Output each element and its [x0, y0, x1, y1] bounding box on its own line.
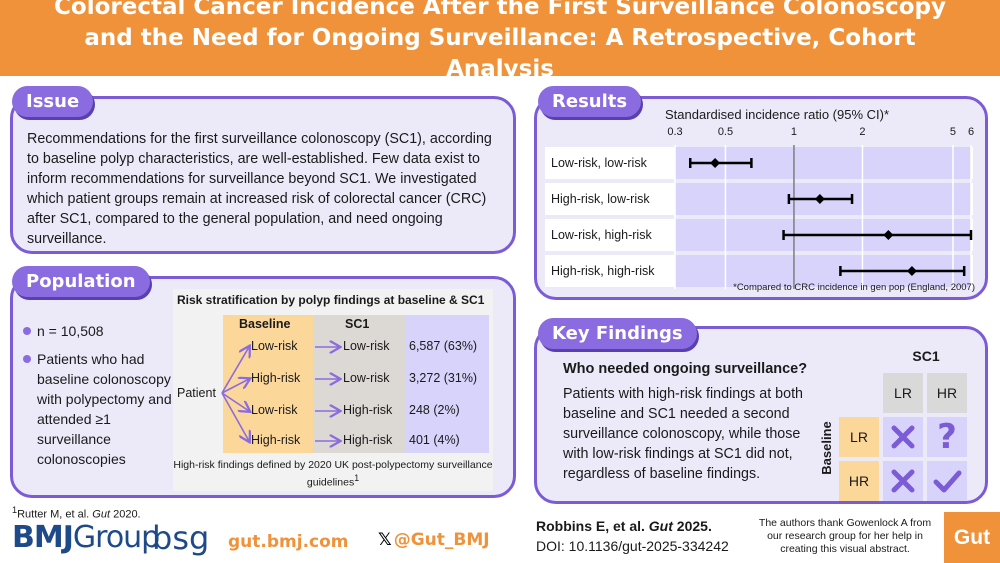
- surveillance-grid: SC1 Baseline LR HR LR HR ?: [817, 339, 977, 501]
- header-lr-col: LR: [883, 373, 923, 413]
- point-estimate: [906, 266, 917, 276]
- tick-label: 2: [859, 126, 865, 138]
- results-panel: Standardised incidence ratio (95% CI)* 0…: [534, 96, 988, 300]
- row2-baseline: High-risk: [251, 371, 301, 385]
- x-handle-link[interactable]: 𝕏 @Gut_BMJ: [378, 530, 490, 550]
- cell-lr-lr: [883, 417, 923, 457]
- cross-icon: [891, 469, 915, 493]
- patient-label: Patient: [177, 386, 216, 400]
- journal-url-link[interactable]: gut.bmj.com: [228, 532, 349, 552]
- key-question: Who needed ongoing surveillance?: [563, 361, 808, 377]
- tick-label: 1: [791, 126, 797, 138]
- branch-arrows: [221, 289, 493, 491]
- results-label: Results: [538, 86, 642, 117]
- question-icon: ?: [937, 417, 957, 457]
- row4-sc1: High-risk: [343, 433, 393, 447]
- header-lr-row: LR: [839, 417, 879, 457]
- grid-title-sc1: SC1: [912, 348, 940, 364]
- key-findings-text: Patients with high-risk findings at both…: [563, 386, 803, 482]
- point-estimate: [710, 158, 721, 168]
- row4-baseline: High-risk: [251, 433, 301, 447]
- row2-sc1: Low-risk: [343, 371, 390, 385]
- tick-label: 6: [968, 126, 974, 138]
- grid-side-baseline: Baseline: [818, 421, 834, 475]
- forest-plot: 0.3 0.5 1 2 5 6 Low-risk, low-risk High-risk, l…: [545, 126, 974, 289]
- key-findings-label: Key Findings: [538, 318, 697, 349]
- citation: Robbins E, et al. Gut 2025.: [536, 518, 712, 534]
- bmj-group-logo: BMJGroup: [12, 520, 160, 555]
- branch-arrow-4: [221, 392, 249, 441]
- count-column: [405, 315, 489, 453]
- results-footnote: *Compared to CRC incidence in gen pop (E…: [733, 282, 975, 293]
- page-title: Colorectal Cancer Incidence After the Fi…: [54, 0, 946, 82]
- issue-panel: Recommendations for the first surveillan…: [10, 96, 516, 254]
- point-estimate: [814, 194, 825, 204]
- cell-lr-hr: ?: [927, 417, 967, 457]
- risk-stratification-box: Risk stratification by polyp findings at…: [173, 289, 493, 491]
- doi-link[interactable]: DOI: 10.1136/gut-2025-334242: [536, 538, 729, 554]
- bullet-patients: Patients who had baseline colonoscopy wi…: [23, 349, 173, 469]
- strat-note: High-risk findings defined by 2020 UK po…: [173, 459, 493, 489]
- acknowledgement: The authors thank Gowenlock A from our r…: [758, 517, 932, 555]
- issue-text: Recommendations for the first surveillan…: [27, 131, 492, 247]
- row-label: Low-risk, high-risk: [551, 228, 652, 242]
- branch-arrow-1: [221, 347, 249, 394]
- baseline-header: Baseline: [239, 317, 291, 331]
- population-panel: n = 10,508 Patients who had baseline col…: [10, 276, 516, 498]
- row4-count: 401 (4%): [409, 433, 460, 447]
- population-label: Population: [12, 266, 150, 297]
- point-estimate: [883, 230, 894, 240]
- row-label: High-risk, low-risk: [551, 192, 650, 206]
- row2-count: 3,272 (31%): [409, 371, 478, 385]
- x-logo-icon: 𝕏: [378, 530, 392, 550]
- branch-arrow-2: [221, 379, 249, 394]
- bsg-logo: bsg: [152, 519, 210, 557]
- cross-icon: [891, 425, 915, 449]
- tick-label: 5: [950, 126, 956, 138]
- row1-sc1: Low-risk: [343, 339, 390, 353]
- gut-logo: Gut: [944, 512, 1000, 563]
- row3-count: 248 (2%): [409, 403, 460, 417]
- row3-sc1: High-risk: [343, 403, 393, 417]
- header-banner: Colorectal Cancer Incidence After the Fi…: [0, 0, 1000, 82]
- header-hr-col: HR: [927, 373, 967, 413]
- tick-label: 0.3: [667, 126, 682, 138]
- sc1-header: SC1: [345, 317, 370, 331]
- strat-title: Risk stratification by polyp findings at…: [177, 293, 485, 307]
- row3-baseline: Low-risk: [251, 403, 298, 417]
- issue-label: Issue: [12, 86, 94, 117]
- population-bullets: n = 10,508 Patients who had baseline col…: [23, 321, 173, 477]
- cell-hr-hr: [927, 461, 967, 501]
- tick-label: 0.5: [718, 126, 733, 138]
- footer-reference: 1Rutter M, et al. Gut 2020.: [12, 505, 141, 521]
- row-label: High-risk, high-risk: [551, 264, 655, 278]
- header-hr-row: HR: [839, 461, 879, 501]
- branch-arrow-3: [221, 392, 249, 411]
- sc1-column: [313, 315, 405, 453]
- row1-count: 6,587 (63%): [409, 339, 478, 353]
- row-label: Low-risk, low-risk: [551, 156, 648, 170]
- key-findings-panel: Who needed ongoing surveillance? Patient…: [534, 326, 988, 504]
- check-icon: [933, 470, 962, 493]
- bullet-n: n = 10,508: [23, 321, 173, 341]
- row1-baseline: Low-risk: [251, 339, 298, 353]
- forest-axis-title: Standardised incidence ratio (95% CI)*: [665, 107, 890, 122]
- cell-hr-lr: [883, 461, 923, 501]
